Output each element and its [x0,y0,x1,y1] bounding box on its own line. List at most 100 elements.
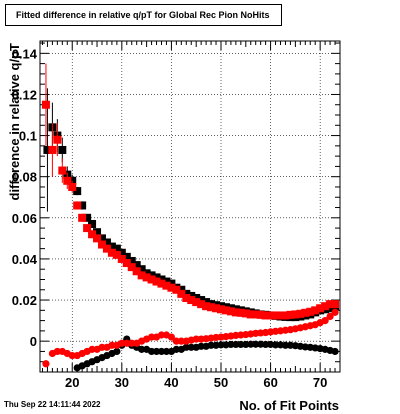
data-point [172,337,180,345]
data-point [167,283,176,292]
data-point [147,275,156,284]
data-point [256,310,265,319]
data-point [262,340,270,349]
data-point [251,310,260,319]
data-point [202,298,211,307]
data-point [88,230,97,239]
data-point [147,347,156,356]
data-point [172,345,180,353]
data-point [152,347,161,356]
y-tick-label: 0.08 [12,170,37,185]
data-point [93,228,102,237]
data-point [246,310,255,319]
data-point [107,248,116,257]
y-tick-label: 0.04 [12,252,38,267]
chart-title: Fitted difference in relative q/pT for G… [5,4,282,26]
data-point [232,340,240,349]
data-point [88,219,97,228]
data-point [192,298,201,307]
data-point [187,343,195,351]
data-point [172,285,181,294]
data-point [128,339,136,347]
data-point [202,302,211,311]
data-point [212,304,221,313]
data-point [42,360,50,368]
data-point [118,339,126,347]
data-point [207,341,215,349]
data-point [48,145,57,154]
data-point [331,347,339,356]
x-tick-label: 60 [263,375,277,390]
axis-ticks [40,41,341,373]
data-point [142,273,151,282]
y-tick-label: 0.14 [12,46,38,61]
data-point [252,340,260,348]
data-point [137,271,146,280]
data-point [127,256,136,265]
data-point [207,303,216,312]
data-point [78,213,87,222]
series-1 [73,335,339,372]
data-point [83,213,92,222]
y-tick-label: 0.02 [12,293,37,308]
data-point [122,252,131,261]
data-point [97,234,106,243]
data-point [98,343,106,351]
data-point [73,187,82,196]
y-tick-label: 0.06 [12,211,37,226]
data-point [321,302,330,311]
data-point [177,289,186,298]
data-point [102,244,111,253]
data-point [192,335,200,343]
x-tick-label: 50 [214,375,228,390]
data-point [187,296,196,305]
data-point [53,135,62,144]
data-point [147,271,156,280]
data-point [142,269,151,278]
data-point [113,347,121,356]
data-point [162,277,171,286]
data-point [107,242,116,251]
data-point [281,311,290,320]
data-point [117,254,126,263]
data-point [231,308,240,317]
data-point [182,343,190,351]
data-point [127,263,136,272]
data-point [182,293,191,302]
data-point [78,201,87,210]
data-point [226,307,235,316]
data-point [261,311,270,320]
data-point [291,310,300,319]
y-tick-label: 0 [30,334,37,349]
data-point [306,307,315,316]
series-2 [41,63,340,320]
data-point [132,261,141,270]
data-point [177,337,185,345]
data-point [68,351,76,360]
x-tick-label: 40 [164,375,178,390]
y-axis-label: difference in relative q/pT [7,43,22,201]
data-point [321,317,329,325]
x-tick-label: 70 [313,375,327,390]
data-point [122,259,131,268]
data-point [221,306,230,315]
data-point [326,304,335,313]
data-point [241,309,250,318]
data-point [326,312,334,321]
data-point [326,300,335,309]
data-point [192,293,201,302]
data-point [41,100,50,109]
datestamp: Thu Sep 22 14:11:44 2022 [4,400,101,409]
data-point [43,145,52,154]
data-point [102,238,111,247]
data-point [167,333,176,341]
data-point [68,182,77,191]
data-point [88,345,96,353]
data-point [152,273,161,282]
data-point [162,281,171,290]
data-point [311,306,320,315]
data-point [281,341,290,349]
data-point [162,347,171,356]
data-point [157,331,166,339]
data-point [53,347,61,356]
